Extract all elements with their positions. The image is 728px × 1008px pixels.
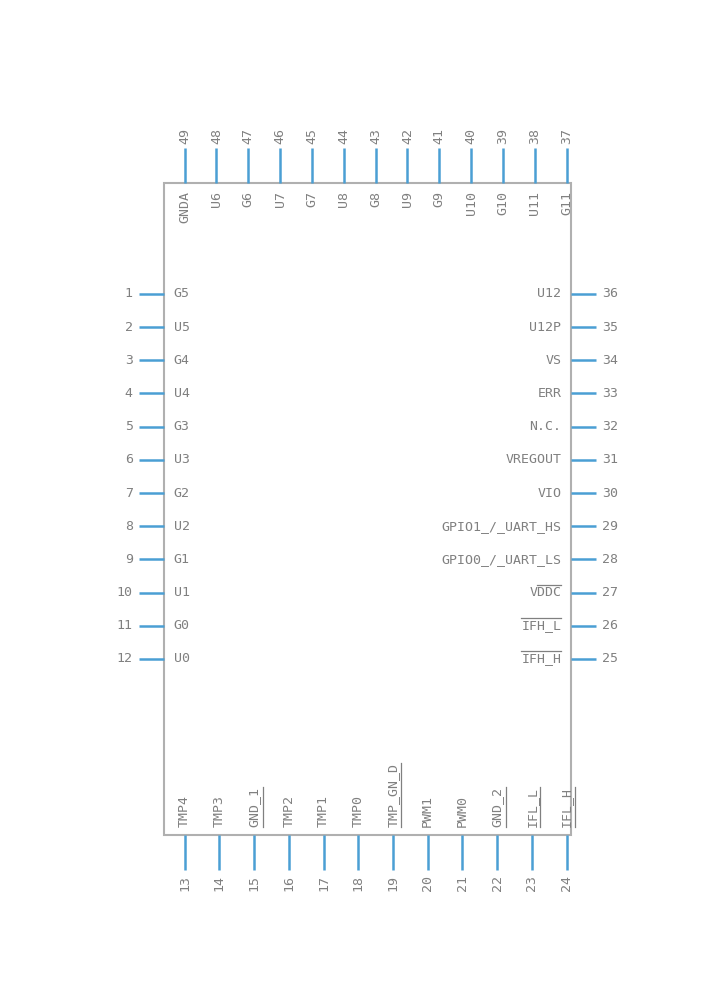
Text: 30: 30	[602, 487, 618, 500]
Text: 27: 27	[602, 586, 618, 599]
Text: GNDA: GNDA	[178, 191, 191, 223]
Text: G9: G9	[432, 191, 446, 207]
Text: 10: 10	[116, 586, 132, 599]
Text: 44: 44	[337, 127, 350, 143]
Text: GPIO1_/_UART_HS: GPIO1_/_UART_HS	[441, 520, 561, 533]
Text: G10: G10	[496, 191, 510, 215]
Text: 19: 19	[387, 875, 400, 891]
Text: 31: 31	[602, 454, 618, 467]
Text: 23: 23	[526, 875, 538, 891]
Text: TMP4: TMP4	[178, 795, 191, 828]
Text: IFL_H: IFL_H	[560, 787, 573, 828]
Bar	[165, 183, 571, 835]
Text: 34: 34	[602, 354, 618, 367]
Text: 14: 14	[213, 875, 226, 891]
Text: 29: 29	[602, 520, 618, 533]
Text: 25: 25	[602, 652, 618, 665]
Text: U5: U5	[174, 321, 190, 334]
Text: 35: 35	[602, 321, 618, 334]
Text: G11: G11	[560, 191, 573, 215]
Text: 40: 40	[464, 127, 478, 143]
Text: 12: 12	[116, 652, 132, 665]
Text: 13: 13	[178, 875, 191, 891]
Text: U1: U1	[174, 586, 190, 599]
Text: 1: 1	[124, 287, 132, 300]
Text: 8: 8	[124, 520, 132, 533]
Text: 33: 33	[602, 387, 618, 400]
Text: 6: 6	[124, 454, 132, 467]
Text: 24: 24	[560, 875, 573, 891]
Text: G5: G5	[174, 287, 190, 300]
Text: 42: 42	[401, 127, 414, 143]
Text: 16: 16	[282, 875, 296, 891]
Text: 4: 4	[124, 387, 132, 400]
Text: 11: 11	[116, 619, 132, 632]
Text: U3: U3	[174, 454, 190, 467]
Text: 7: 7	[124, 487, 132, 500]
Text: 37: 37	[560, 127, 573, 143]
Text: G8: G8	[369, 191, 382, 207]
Text: U12: U12	[537, 287, 561, 300]
Text: G3: G3	[174, 420, 190, 433]
Text: IFL_L: IFL_L	[526, 787, 538, 828]
Text: 20: 20	[422, 875, 434, 891]
Text: TMP0: TMP0	[352, 795, 365, 828]
Text: GPIO0_/_UART_LS: GPIO0_/_UART_LS	[441, 553, 561, 565]
Text: PWM1: PWM1	[422, 795, 434, 828]
Text: IFH_L: IFH_L	[521, 619, 561, 632]
Text: PWM0: PWM0	[456, 795, 469, 828]
Text: 28: 28	[602, 553, 618, 565]
Text: U2: U2	[174, 520, 190, 533]
Text: 2: 2	[124, 321, 132, 334]
Text: GND_1: GND_1	[248, 787, 261, 828]
Text: 26: 26	[602, 619, 618, 632]
Text: ERR: ERR	[537, 387, 561, 400]
Text: G4: G4	[174, 354, 190, 367]
Text: TMP3: TMP3	[213, 795, 226, 828]
Text: GND_2: GND_2	[491, 787, 504, 828]
Text: U11: U11	[529, 191, 541, 215]
Text: U6: U6	[210, 191, 223, 207]
Text: 45: 45	[306, 127, 318, 143]
Text: N.C.: N.C.	[529, 420, 561, 433]
Text: 39: 39	[496, 127, 510, 143]
Text: 43: 43	[369, 127, 382, 143]
Text: 49: 49	[178, 127, 191, 143]
Text: G6: G6	[242, 191, 255, 207]
Text: VS: VS	[545, 354, 561, 367]
Text: U12P: U12P	[529, 321, 561, 334]
Text: G0: G0	[174, 619, 190, 632]
Text: 22: 22	[491, 875, 504, 891]
Text: VREGOUT: VREGOUT	[505, 454, 561, 467]
Text: 36: 36	[602, 287, 618, 300]
Text: 17: 17	[317, 875, 330, 891]
Text: 38: 38	[529, 127, 541, 143]
Text: U8: U8	[337, 191, 350, 207]
Text: 9: 9	[124, 553, 132, 565]
Text: IFH_H: IFH_H	[521, 652, 561, 665]
Text: U9: U9	[401, 191, 414, 207]
Text: 3: 3	[124, 354, 132, 367]
Text: G1: G1	[174, 553, 190, 565]
Text: 18: 18	[352, 875, 365, 891]
Text: TMP1: TMP1	[317, 795, 330, 828]
Text: U4: U4	[174, 387, 190, 400]
Text: VDDC: VDDC	[529, 586, 561, 599]
Text: G2: G2	[174, 487, 190, 500]
Text: 47: 47	[242, 127, 255, 143]
Text: 41: 41	[432, 127, 446, 143]
Text: U0: U0	[174, 652, 190, 665]
Text: TMP_GN_D: TMP_GN_D	[387, 763, 400, 828]
Text: 48: 48	[210, 127, 223, 143]
Text: 15: 15	[248, 875, 261, 891]
Text: 5: 5	[124, 420, 132, 433]
Text: 21: 21	[456, 875, 469, 891]
Text: 46: 46	[274, 127, 287, 143]
Text: VIO: VIO	[537, 487, 561, 500]
Text: 32: 32	[602, 420, 618, 433]
Text: U7: U7	[274, 191, 287, 207]
Text: U10: U10	[464, 191, 478, 215]
Text: TMP2: TMP2	[282, 795, 296, 828]
Text: G7: G7	[306, 191, 318, 207]
